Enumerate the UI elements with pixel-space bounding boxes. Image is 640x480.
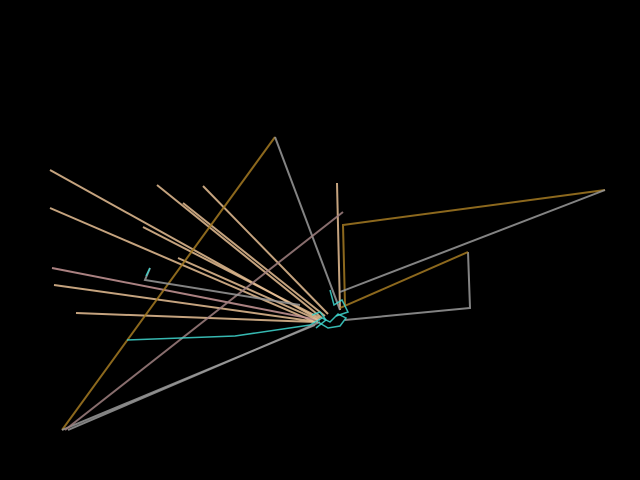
- ray: [75, 312, 316, 323]
- cluster-edge: [329, 289, 350, 317]
- cluster-edge: [311, 311, 328, 329]
- edge: [339, 189, 606, 293]
- ray: [177, 257, 319, 321]
- cluster-edge: [126, 324, 311, 341]
- cluster-edge: [309, 313, 348, 329]
- ray: [182, 202, 326, 317]
- edge: [274, 136, 341, 311]
- edge: [67, 321, 321, 431]
- ray: [156, 184, 323, 319]
- edge: [341, 189, 606, 306]
- ray-group: [49, 169, 341, 323]
- ray: [51, 267, 319, 321]
- ray: [53, 284, 319, 323]
- edge: [344, 251, 472, 321]
- edge: [64, 211, 344, 431]
- cluster-edge: [145, 267, 151, 277]
- cluster: [126, 267, 350, 341]
- frame-group: [61, 136, 606, 431]
- edge: [339, 251, 469, 309]
- ray: [336, 182, 341, 311]
